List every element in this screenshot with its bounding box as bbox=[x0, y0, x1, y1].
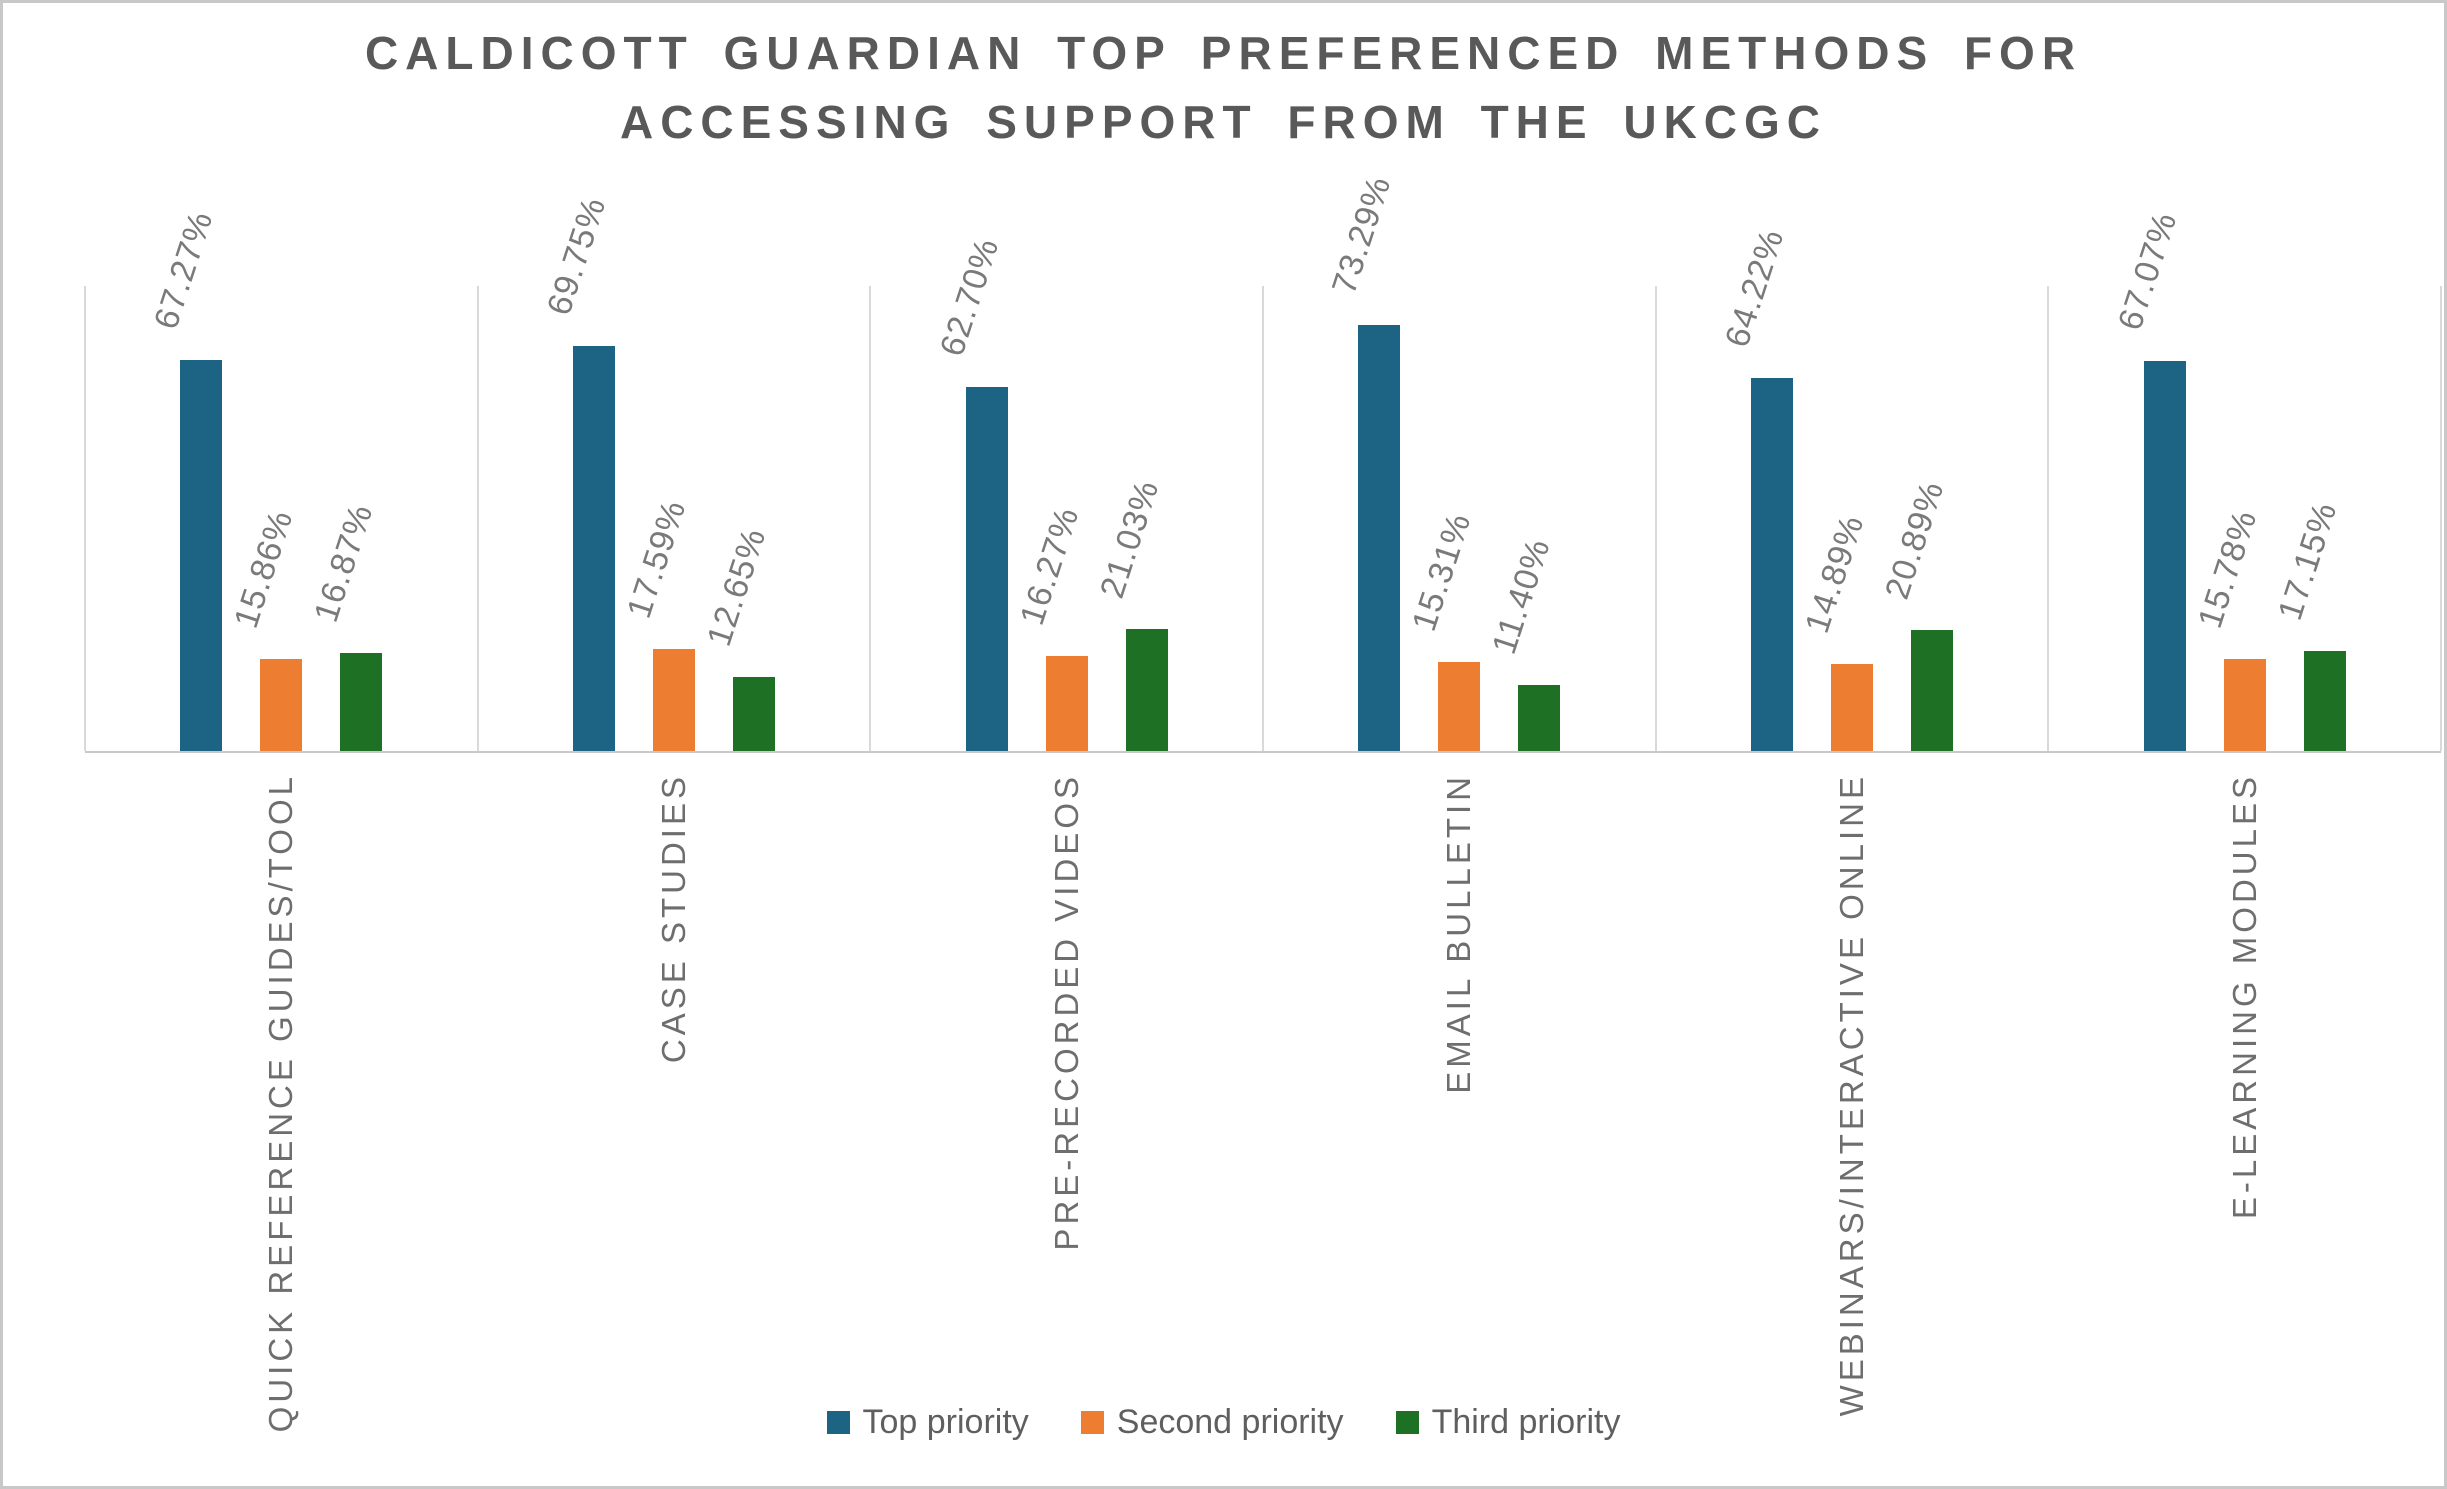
bar-group-case-studies: 69.75% 17.59% 12.65% bbox=[478, 192, 871, 751]
gridline-vertical bbox=[1262, 286, 1264, 751]
bar-group-pre-recorded-videos: 62.70% 16.27% 21.03% bbox=[870, 233, 1263, 751]
chart-title-wrap: CALDICOTT GUARDIAN TOP PREFERENCED METHO… bbox=[3, 19, 2444, 157]
legend-marker-top-priority bbox=[826, 1411, 850, 1434]
x-axis-line bbox=[85, 751, 2441, 753]
gridline-vertical bbox=[84, 286, 86, 751]
bar-group-quick-reference-guides-tool: 67.27% 15.86% 16.87% bbox=[85, 207, 478, 751]
legend-label-third-priority: Third priority bbox=[1431, 1403, 1621, 1441]
bar-top-priority-pre-recorded-videos bbox=[965, 386, 1008, 751]
data-label-top-priority-webinars-interactive-online: 64.22% bbox=[1717, 224, 1792, 352]
gridline-vertical bbox=[1654, 286, 1657, 751]
legend-marker-third-priority bbox=[1395, 1411, 1419, 1434]
data-label-second-priority-case-studies: 17.59% bbox=[619, 495, 694, 623]
legend-label-second-priority: Second priority bbox=[1116, 1403, 1344, 1441]
data-label-third-priority-webinars-interactive-online: 20.89% bbox=[1877, 476, 1952, 604]
x-axis-category-label-webinars-interactive-online: WEBINARS/INTERACTIVE ONLINE bbox=[1833, 773, 1870, 1417]
legend: Top priority Second priority Third priorit… bbox=[3, 1403, 2444, 1442]
bar-third-priority-e-learning-modules bbox=[2303, 651, 2346, 751]
bar-second-priority-pre-recorded-videos bbox=[1045, 656, 1088, 751]
data-label-top-priority-e-learning-modules: 67.07% bbox=[2110, 207, 2185, 335]
bar-group-email-bulletin: 73.29% 15.31% 11.40% bbox=[1263, 172, 1656, 751]
data-label-second-priority-pre-recorded-videos: 16.27% bbox=[1012, 502, 1087, 631]
bar-second-priority-email-bulletin bbox=[1438, 662, 1481, 751]
bar-second-priority-webinars-interactive-online bbox=[1830, 664, 1873, 751]
data-label-top-priority-email-bulletin: 73.29% bbox=[1325, 171, 1399, 299]
bar-second-priority-quick-reference-guides-tool bbox=[260, 658, 303, 751]
data-label-second-priority-email-bulletin: 15.31% bbox=[1405, 508, 1479, 636]
bar-second-priority-case-studies bbox=[652, 648, 695, 751]
x-axis-category-label-pre-recorded-videos: PRE-RECORDED VIDEOS bbox=[1047, 773, 1085, 1251]
data-label-top-priority-quick-reference-guides-tool: 67.27% bbox=[147, 206, 221, 334]
legend-item-second-priority: Second priority bbox=[1080, 1403, 1344, 1442]
legend-label-top-priority: Top priority bbox=[862, 1403, 1029, 1441]
x-axis-category-label-e-learning-modules: E-LEARNING MODULES bbox=[2225, 773, 2263, 1220]
data-label-top-priority-case-studies: 69.75% bbox=[539, 192, 614, 320]
x-axis-category-label-case-studies: CASE STUDIES bbox=[655, 773, 692, 1064]
data-label-third-priority-case-studies: 12.65% bbox=[699, 524, 774, 652]
chart-title: CALDICOTT GUARDIAN TOP PREFERENCED METHO… bbox=[364, 27, 2083, 148]
gridline-vertical bbox=[869, 286, 872, 751]
legend-marker-second-priority bbox=[1080, 1411, 1104, 1434]
data-label-second-priority-quick-reference-guides-tool: 15.86% bbox=[227, 505, 301, 633]
data-label-second-priority-webinars-interactive-online: 14.89% bbox=[1797, 511, 1872, 639]
bar-top-priority-quick-reference-guides-tool bbox=[180, 360, 223, 751]
bar-second-priority-e-learning-modules bbox=[2223, 659, 2266, 751]
legend-item-third-priority: Third priority bbox=[1395, 1403, 1621, 1442]
gridline-vertical bbox=[476, 286, 479, 751]
gridline-vertical bbox=[2047, 286, 2050, 751]
bar-third-priority-case-studies bbox=[732, 677, 775, 751]
bar-group-e-learning-modules: 67.07% 15.78% 17.15% bbox=[2048, 208, 2441, 751]
legend-item-top-priority: Top priority bbox=[826, 1403, 1029, 1442]
data-label-second-priority-e-learning-modules: 15.78% bbox=[2190, 505, 2265, 633]
gridline-vertical bbox=[2440, 286, 2442, 751]
bar-third-priority-quick-reference-guides-tool bbox=[340, 652, 383, 751]
bar-third-priority-email-bulletin bbox=[1518, 684, 1561, 751]
data-label-third-priority-email-bulletin: 11.40% bbox=[1485, 533, 1559, 659]
bar-top-priority-e-learning-modules bbox=[2143, 361, 2186, 751]
bar-top-priority-email-bulletin bbox=[1358, 325, 1401, 751]
bar-top-priority-case-studies bbox=[572, 345, 615, 751]
data-label-third-priority-e-learning-modules: 17.15% bbox=[2270, 497, 2345, 626]
data-label-top-priority-pre-recorded-videos: 62.70% bbox=[932, 233, 1007, 361]
plot-area: 67.27% 15.86% 16.87% QUICK REFERENCE GUIDES… bbox=[3, 3, 2444, 1486]
data-label-third-priority-quick-reference-guides-tool: 16.87% bbox=[307, 499, 381, 627]
bar-third-priority-pre-recorded-videos bbox=[1125, 628, 1168, 751]
x-axis-category-label-email-bulletin: EMAIL BULLETIN bbox=[1440, 773, 1478, 1094]
bar-third-priority-webinars-interactive-online bbox=[1910, 629, 1953, 751]
x-axis-category-label-quick-reference-guides-tool: QUICK REFERENCE GUIDES/TOOL bbox=[262, 773, 300, 1433]
bar-top-priority-webinars-interactive-online bbox=[1750, 377, 1793, 751]
bar-group-webinars-interactive-online: 64.22% 14.89% 20.89% bbox=[1656, 224, 2049, 751]
data-label-third-priority-pre-recorded-videos: 21.03% bbox=[1092, 475, 1167, 603]
